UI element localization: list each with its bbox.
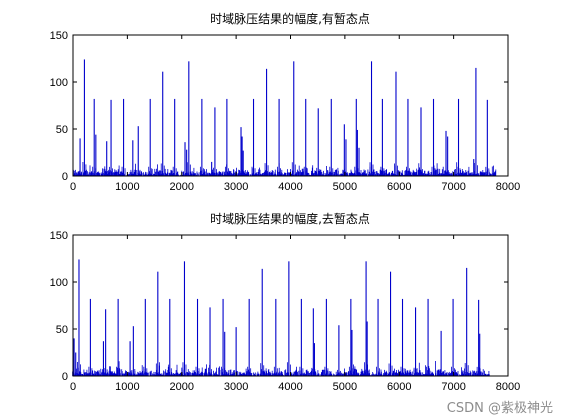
x-tick-label-4: 4000 [278, 181, 302, 193]
x-tick-label-4: 4000 [278, 381, 302, 393]
x-tick-label-3: 3000 [224, 181, 248, 193]
x-tick-label-8: 8000 [496, 181, 520, 193]
plot-area-bottom: 0 1000 2000 3000 4000 5000 6000 7000 8000 0 50 100 1… [50, 230, 521, 393]
x-tick-label-2: 2000 [170, 181, 194, 193]
x-tick-label-7: 7000 [441, 381, 465, 393]
x-tick-label-1: 1000 [115, 181, 139, 193]
x-tick-label-0: 0 [70, 381, 76, 393]
x-tick-label-8: 8000 [496, 381, 520, 393]
watermark: CSDN @紫极神光 [446, 401, 553, 416]
subplot-title-bottom: 时域脉压结果的幅度,去暂态点 [210, 211, 370, 226]
x-tick-label-3: 3000 [224, 381, 248, 393]
y-tick-label-3: 150 [50, 30, 68, 42]
subplot-title-top: 时域脉压结果的幅度,有暂态点 [210, 11, 370, 26]
y-tick-label-2: 100 [50, 277, 68, 289]
x-tick-label-6: 6000 [387, 381, 411, 393]
x-tick-label-6: 6000 [387, 181, 411, 193]
x-tick-label-5: 5000 [333, 381, 357, 393]
y-tick-label-1: 50 [56, 124, 68, 136]
x-tick-label-2: 2000 [170, 381, 194, 393]
plot-area-top: 0 1000 2000 3000 4000 5000 6000 7000 8000 0 50 100 1… [50, 30, 521, 193]
x-tick-label-0: 0 [70, 181, 76, 193]
plot-background [73, 35, 508, 176]
subplot-top: 时域脉压结果的幅度,有暂态点 0 1000 2000 3000 4000 5000 6000… [50, 11, 521, 193]
subplot-bottom: 时域脉压结果的幅度,去暂态点 0 1000 2000 3000 4000 5000 6000… [50, 211, 521, 393]
y-tick-label-0: 0 [62, 371, 68, 383]
x-tick-label-5: 5000 [333, 181, 357, 193]
x-tick-label-1: 1000 [115, 381, 139, 393]
x-tick-label-7: 7000 [441, 181, 465, 193]
y-tick-label-3: 150 [50, 230, 68, 242]
y-tick-label-1: 50 [56, 324, 68, 336]
y-tick-label-0: 0 [62, 171, 68, 183]
plot-background [73, 235, 508, 376]
y-tick-label-2: 100 [50, 77, 68, 89]
